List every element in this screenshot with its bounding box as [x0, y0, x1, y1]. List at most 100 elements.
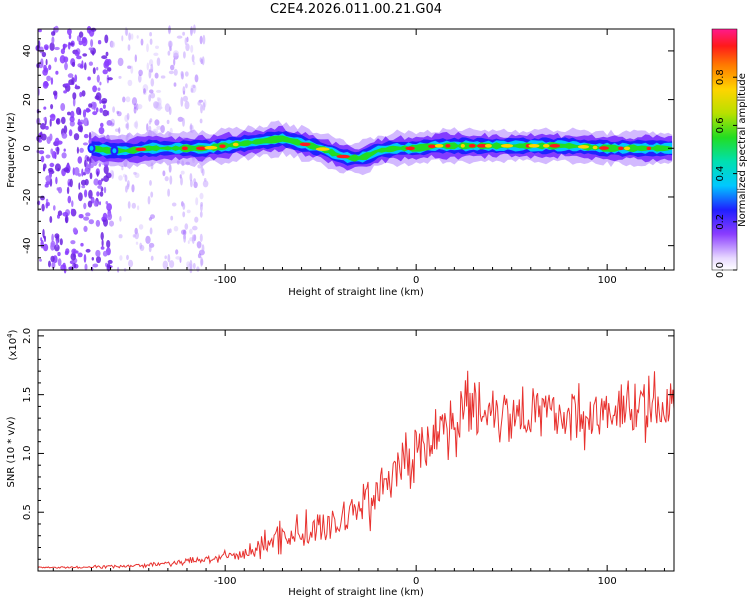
noise-blob — [155, 45, 159, 49]
noise-streak — [149, 118, 153, 123]
noise-blob — [53, 90, 58, 96]
ridge-hotspot — [646, 146, 652, 151]
noise-blob — [50, 255, 55, 263]
noise-blob — [96, 191, 100, 197]
noise-blob — [118, 234, 123, 239]
noise-blob — [96, 256, 101, 264]
noise-blob — [187, 240, 190, 245]
noise-streak — [149, 180, 152, 186]
ridge-hotspot — [445, 144, 451, 148]
noise-blob — [39, 131, 43, 140]
ridge-hotspot — [460, 144, 465, 148]
noise-blob — [149, 89, 154, 94]
ridge-hotspot — [336, 154, 350, 159]
noise-blob — [80, 179, 87, 186]
noise-blob — [97, 87, 101, 91]
noise-blob — [102, 109, 109, 117]
colorbar-frame — [711, 28, 738, 271]
noise-blob — [74, 167, 80, 176]
noise-blob — [40, 123, 46, 130]
noise-blob — [162, 170, 166, 177]
noise-streak — [199, 57, 203, 63]
noise-blob — [49, 216, 53, 223]
noise-streak — [127, 44, 131, 51]
noise-blob — [40, 239, 44, 249]
noise-blob — [84, 263, 88, 271]
noise-blob — [81, 90, 86, 97]
ridge-hotspot — [428, 144, 436, 149]
noise-blob — [156, 89, 162, 93]
noise-blob — [107, 67, 112, 72]
noise-blob — [95, 249, 101, 257]
noise-streak — [167, 188, 171, 197]
noise-blob — [68, 33, 72, 40]
noise-blob — [43, 67, 49, 73]
noise-blob — [145, 235, 151, 244]
noise-blob — [81, 36, 87, 44]
noise-blob — [77, 121, 83, 126]
noise-blob — [99, 99, 102, 104]
noise-streak — [180, 176, 183, 186]
noise-blob — [43, 106, 47, 110]
colorbar-tick-label: 0.8 — [715, 69, 726, 85]
noise-blob — [84, 168, 91, 175]
noise-blob — [45, 202, 49, 209]
noise-blob — [99, 107, 103, 113]
noise-blob — [70, 110, 75, 119]
noise-streak — [190, 88, 194, 93]
noise-blob — [96, 171, 99, 177]
noise-streak — [183, 234, 187, 243]
snr-frame — [37, 329, 675, 572]
noise-blob — [173, 82, 177, 87]
ridge-hotspot — [624, 146, 631, 151]
noise-blob — [164, 255, 167, 260]
noise-blob — [43, 167, 46, 172]
noise-blob — [69, 116, 75, 123]
noise-blob — [150, 92, 156, 99]
noise-blob — [125, 96, 131, 103]
noise-blob — [89, 172, 93, 180]
noise-blob — [83, 254, 87, 263]
snr-scale-label: (x104) — [6, 329, 19, 360]
noise-streak — [183, 51, 186, 59]
snr-plot-area — [38, 330, 674, 571]
noise-blob — [106, 240, 111, 248]
noise-blob — [109, 220, 114, 227]
noise-blob — [197, 101, 202, 106]
noise-streak — [190, 27, 193, 37]
colorbar-label: Normalized spectral amplitude — [737, 73, 748, 227]
noise-blob — [134, 54, 137, 63]
noise-blob — [37, 139, 43, 143]
noise-blob — [48, 167, 54, 173]
noise-blob — [41, 203, 45, 212]
noise-blob — [106, 212, 113, 221]
noise-blob — [131, 97, 138, 106]
noise-blob — [79, 91, 83, 98]
noise-blob — [54, 233, 60, 239]
noise-streak — [149, 38, 153, 45]
noise-streak — [169, 40, 172, 50]
spectrogram-y-tick-label: 20 — [22, 93, 33, 106]
noise-streak — [150, 255, 154, 261]
snr-panel: -100 0 100 0.5 1.0 1.5 2.0 Height of straight … — [6, 328, 675, 598]
ridge-hotspot — [196, 146, 207, 151]
noise-streak — [126, 113, 130, 120]
noise-streak — [200, 258, 204, 266]
noise-blob — [102, 69, 108, 75]
noise-streak — [202, 34, 206, 45]
noise-blob — [63, 125, 68, 134]
noise-blob — [137, 205, 140, 211]
noise-blob — [90, 39, 94, 48]
noise-blob — [131, 184, 135, 193]
noise-blob — [78, 182, 81, 190]
noise-blob — [81, 168, 84, 177]
noise-blob — [63, 148, 66, 152]
noise-streak — [147, 195, 151, 205]
noise-blob — [172, 50, 179, 57]
ridge-hotspot — [592, 145, 598, 150]
noise-blob — [131, 202, 136, 209]
noise-blob — [55, 176, 58, 185]
noise-blob — [84, 189, 88, 198]
noise-blob — [65, 83, 70, 87]
noise-blob — [96, 66, 99, 71]
